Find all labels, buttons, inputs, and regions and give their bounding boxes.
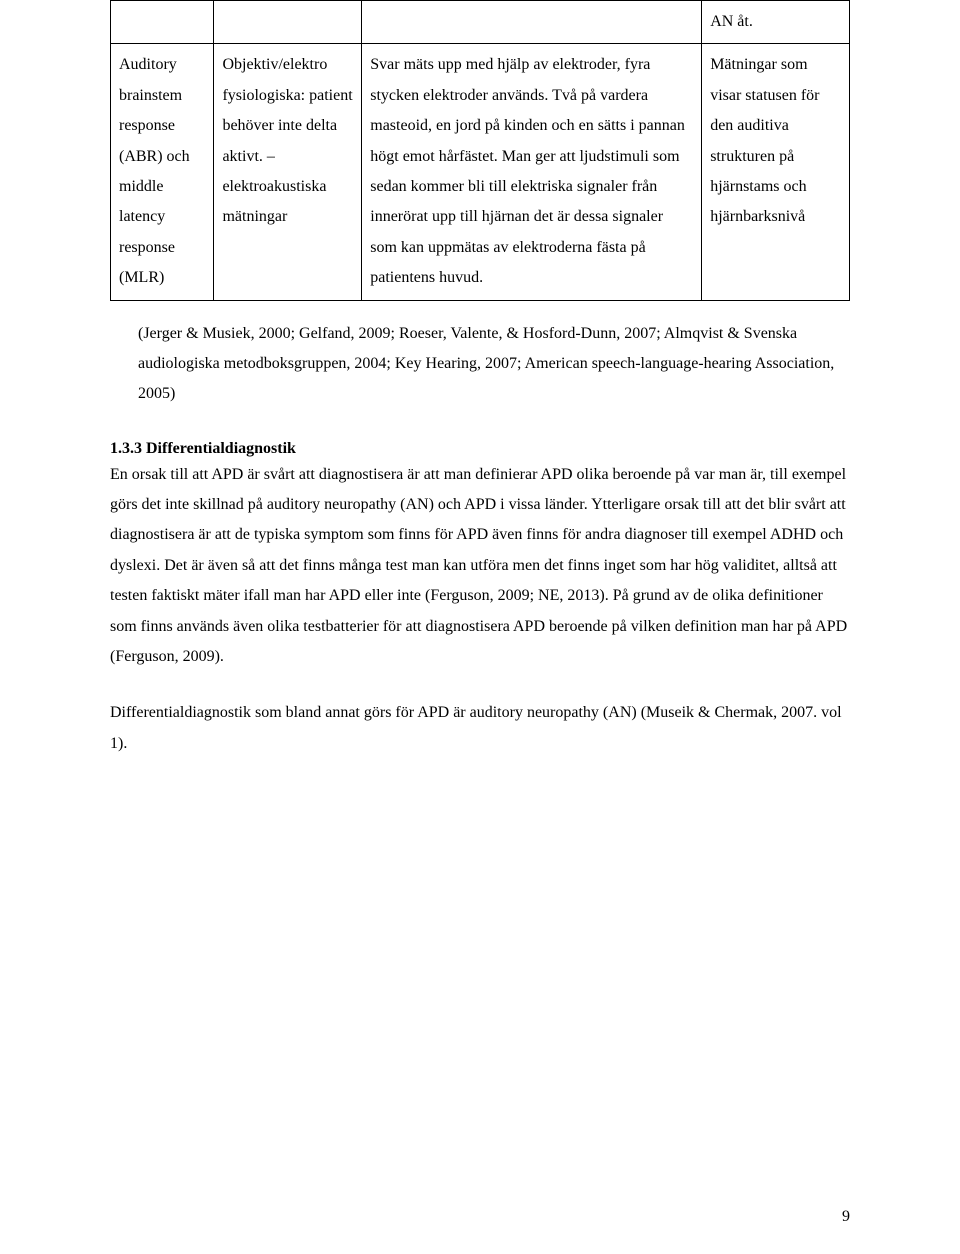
cell-r0-c3: [362, 1, 702, 44]
cell-r0-c2: [214, 1, 362, 44]
cell-r1-c4: Mätningar som visar statusen för den aud…: [702, 44, 850, 300]
cell-r0-c4: AN åt.: [702, 1, 850, 44]
section-heading: 1.3.3 Differentialdiagnostik: [110, 440, 850, 458]
table-row: Auditory brainstem response (ABR) och mi…: [111, 44, 850, 300]
cell-r1-c2: Objektiv/elektro fysiologiska: patient b…: [214, 44, 362, 300]
page: AN åt. Auditory brainstem response (ABR)…: [0, 0, 960, 1254]
section-paragraph-1: En orsak till att APD är svårt att diagn…: [110, 460, 850, 673]
section-paragraph-2: Differentialdiagnostik som bland annat g…: [110, 698, 850, 759]
page-number: 9: [842, 1208, 850, 1226]
cell-r0-c1: [111, 1, 214, 44]
methods-table: AN åt. Auditory brainstem response (ABR)…: [110, 0, 850, 301]
cell-r1-c1: Auditory brainstem response (ABR) och mi…: [111, 44, 214, 300]
cell-r1-c3: Svar mäts upp med hjälp av elektroder, f…: [362, 44, 702, 300]
table-row: AN åt.: [111, 1, 850, 44]
references-paragraph: (Jerger & Musiek, 2000; Gelfand, 2009; R…: [110, 319, 850, 410]
